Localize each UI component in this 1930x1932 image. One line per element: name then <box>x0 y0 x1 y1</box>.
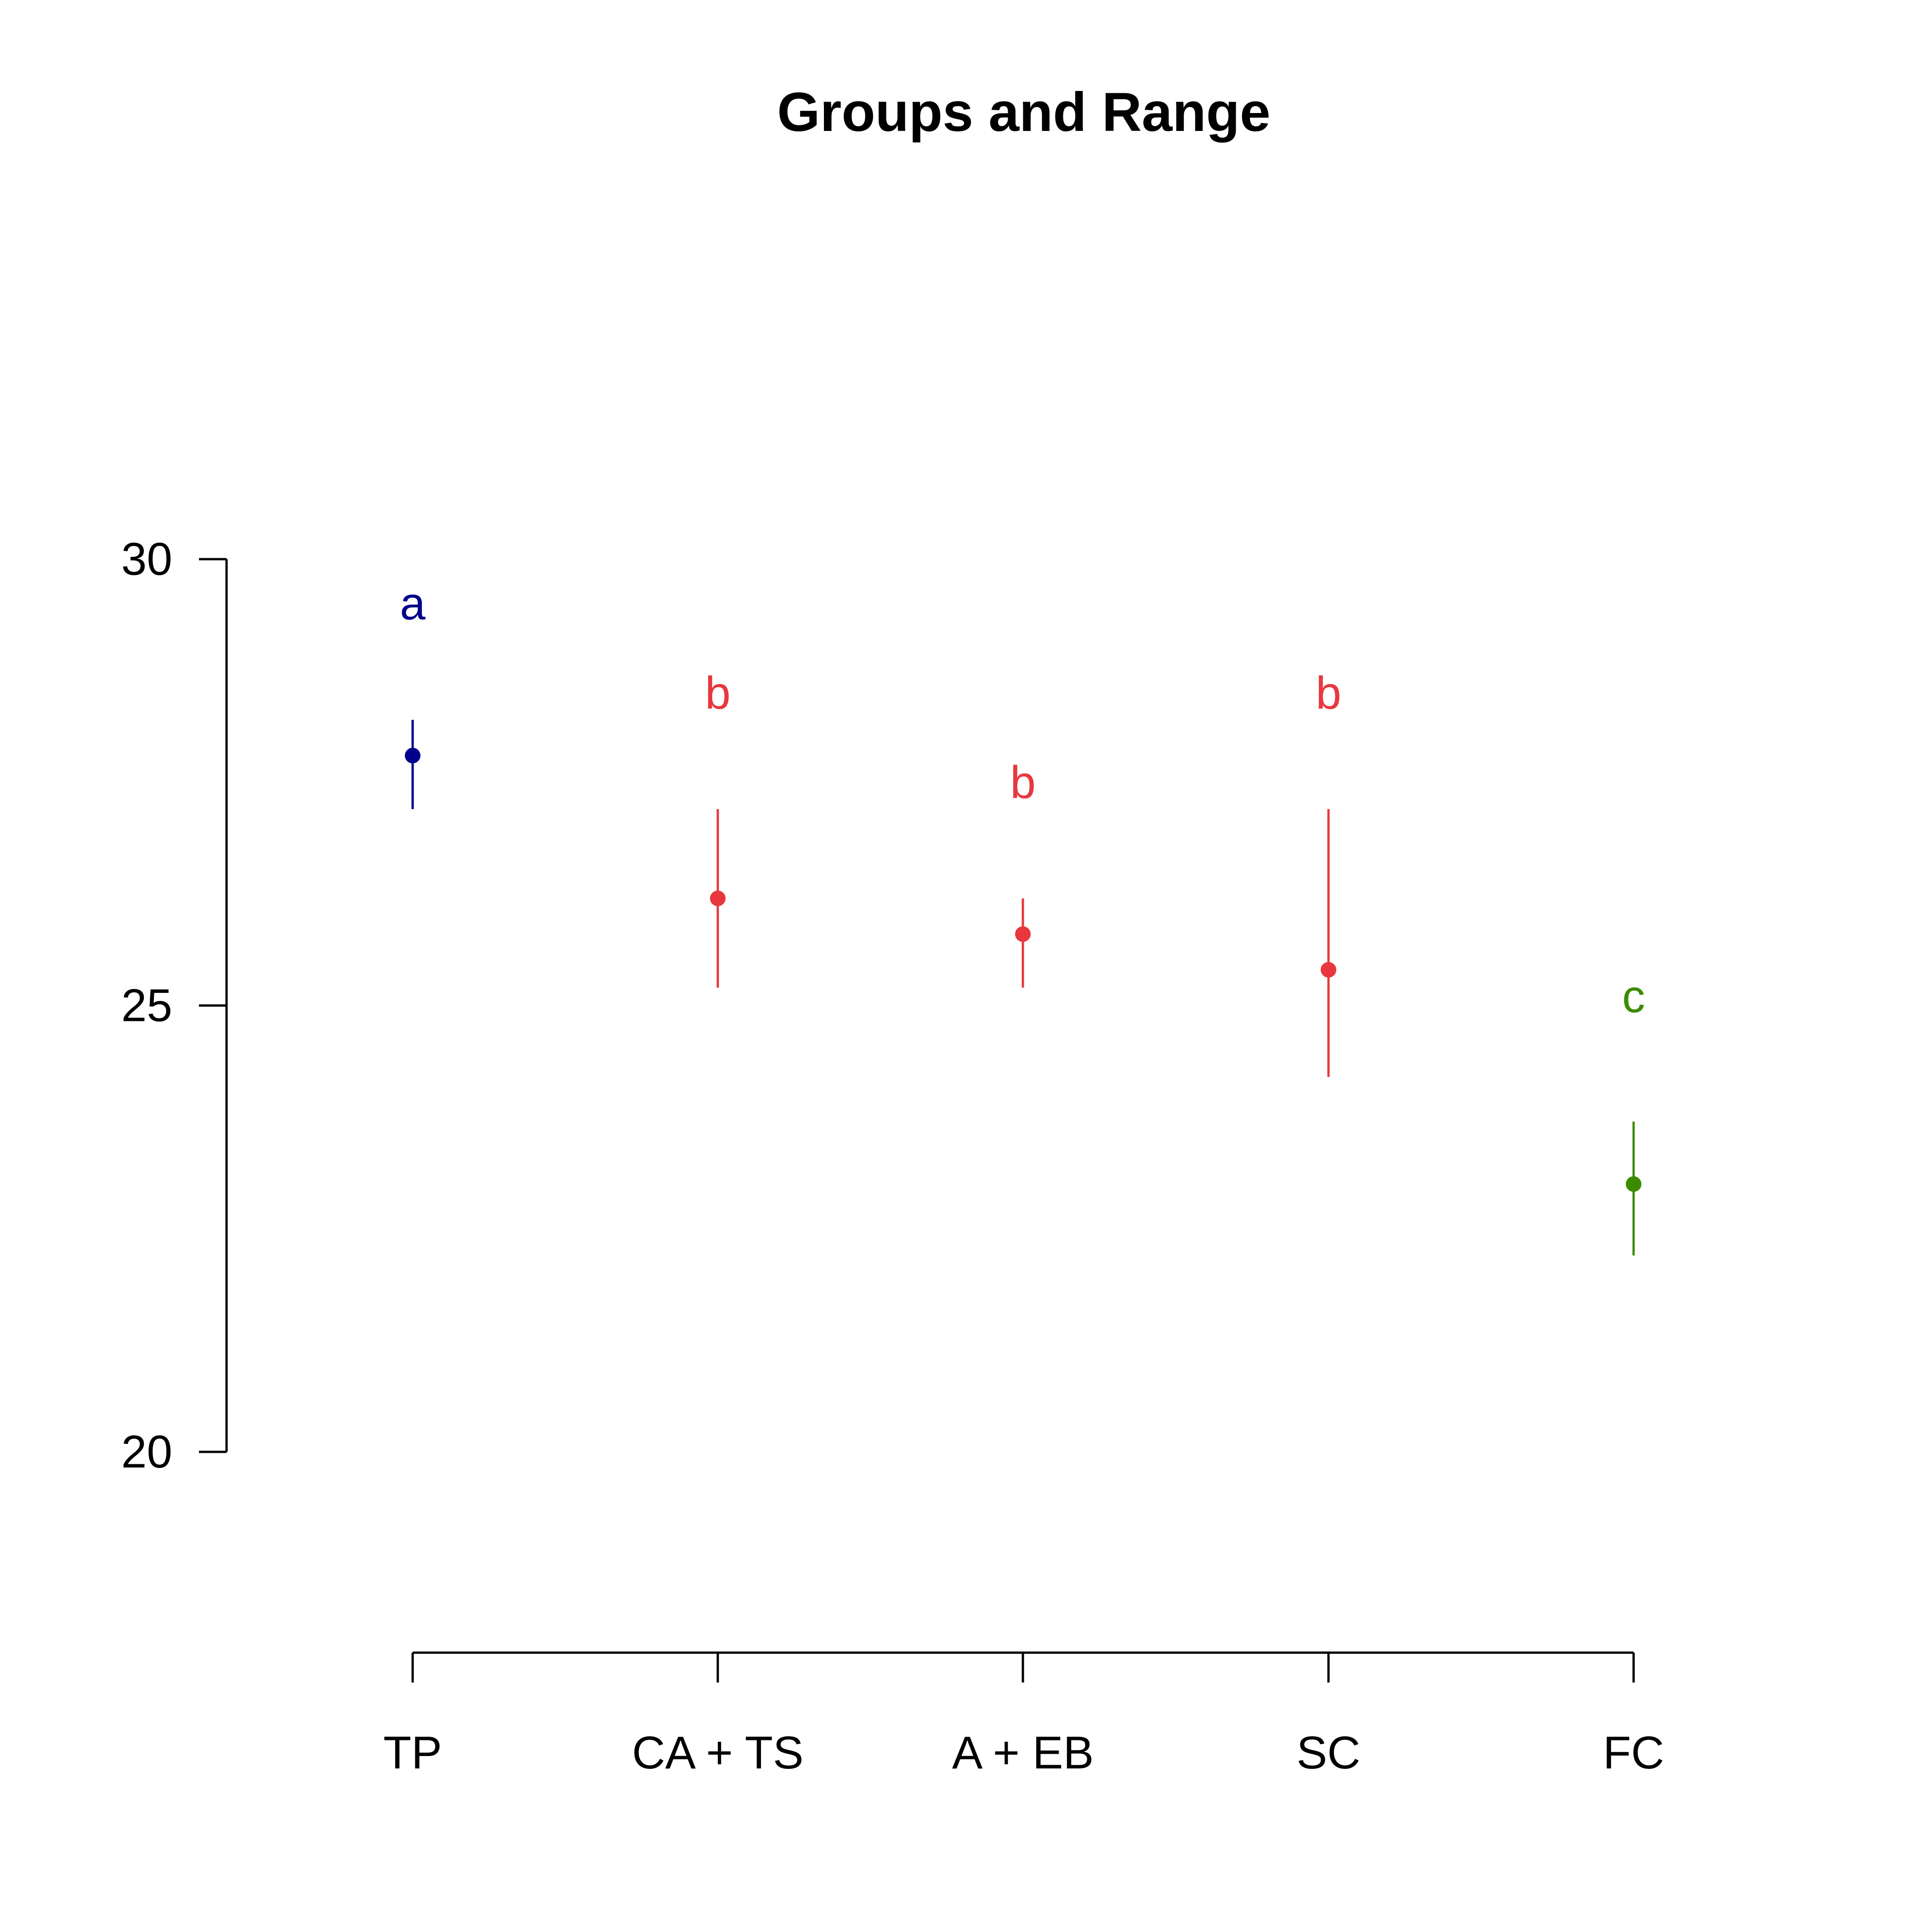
group-letter-label: b <box>1316 667 1341 719</box>
data-point <box>405 748 420 764</box>
y-tick-label: 20 <box>121 1426 172 1478</box>
data-point <box>1626 1176 1641 1192</box>
x-tick-label: A + EB <box>952 1727 1094 1779</box>
x-axis: TP CA + TS A + EB SC FC <box>383 1651 1664 1779</box>
y-axis: 20 25 30 <box>121 533 228 1478</box>
x-tick-label: CA + TS <box>632 1727 803 1779</box>
group-letter-label: b <box>1010 757 1036 808</box>
x-tick-label: SC <box>1297 1727 1361 1779</box>
data-point <box>710 890 726 907</box>
x-tick-label: FC <box>1603 1727 1664 1779</box>
chart-title: Groups and Range <box>777 81 1270 143</box>
data-point <box>1321 962 1336 978</box>
group-letter-label: c <box>1622 971 1645 1022</box>
data-point <box>1015 926 1031 942</box>
group-letter-label: b <box>705 667 731 719</box>
x-tick-label: TP <box>383 1727 442 1779</box>
group-letter-label: a <box>400 578 426 629</box>
series-layer: a b b b c <box>400 578 1645 1256</box>
y-tick-label: 25 <box>121 980 172 1031</box>
y-tick-label: 30 <box>121 533 172 585</box>
